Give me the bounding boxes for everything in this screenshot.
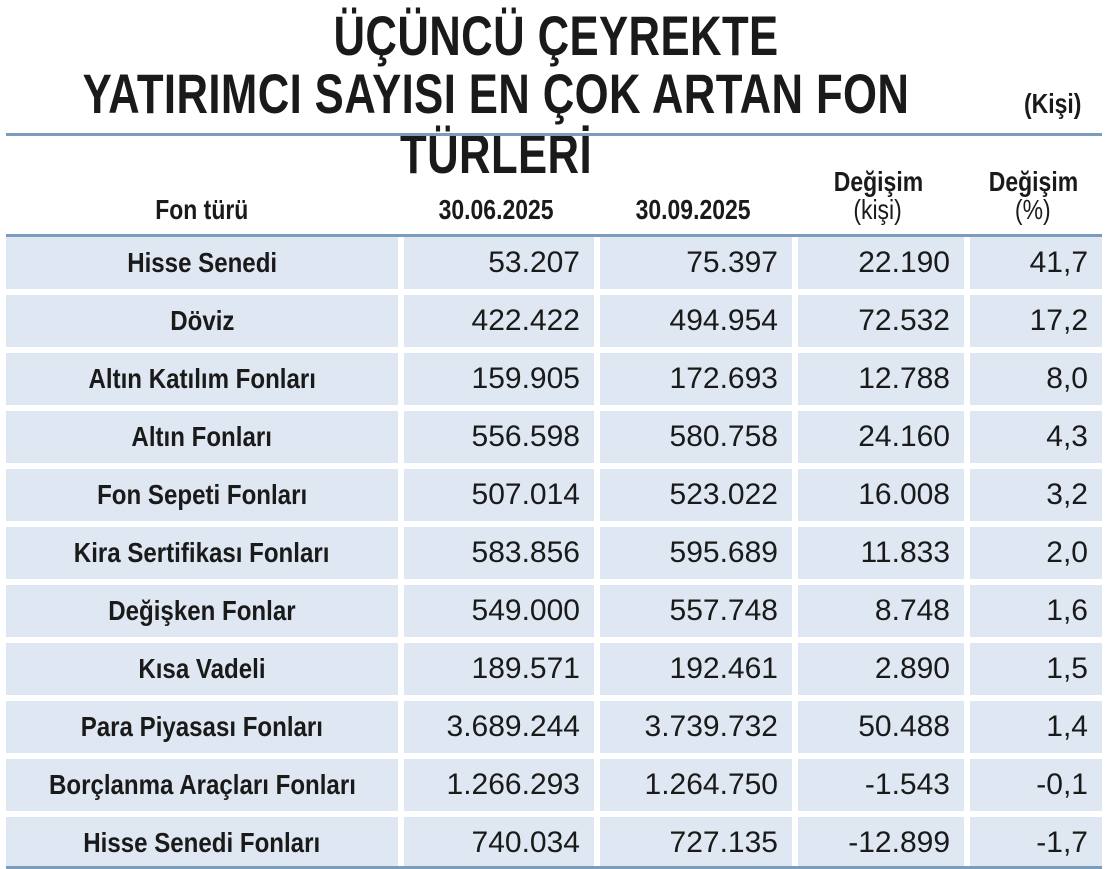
cell-value-2025-06-30: 159.905 (398, 353, 594, 411)
cell-value-2025-06-30: 740.034 (398, 817, 594, 869)
header-change-people: Değişim (kişi) (833, 166, 923, 225)
header-date-2: 30.09.2025 (635, 194, 751, 225)
header-fund-type: Fon türü (155, 194, 249, 225)
cell-change-people: -1.543 (792, 759, 964, 817)
cell-change-people: 11.833 (792, 527, 964, 585)
header-date-1: 30.06.2025 (438, 194, 554, 225)
cell-change-percent: -0,1 (964, 759, 1102, 817)
cell-fund-type: Borçlanma Araçları Fonları (6, 759, 398, 817)
cell-change-percent: 41,7 (964, 237, 1102, 295)
cell-value-2025-09-30: 494.954 (594, 295, 792, 353)
cell-change-percent: 3,2 (964, 469, 1102, 527)
table-row: Değişken Fonlar 549.000 557.748 8.748 1,6 (6, 585, 1102, 643)
cell-change-people: 24.160 (792, 411, 964, 469)
header-change-percent: Değişim (%) (988, 166, 1078, 225)
table-row: Kira Sertifikası Fonları 583.856 595.689 11… (6, 527, 1102, 585)
bottom-rule (6, 866, 1102, 869)
unit-label: (Kişi) (1024, 88, 1082, 119)
table-header-row: Fon türü 30.06.2025 30.09.2025 Değişim (… (6, 144, 1102, 234)
cell-fund-type: Hisse Senedi Fonları (6, 817, 398, 869)
cell-value-2025-06-30: 556.598 (398, 411, 594, 469)
cell-fund-type: Fon Sepeti Fonları (6, 469, 398, 527)
cell-fund-type: Değişken Fonlar (6, 585, 398, 643)
cell-value-2025-09-30: 172.693 (594, 353, 792, 411)
cell-fund-type: Altın Fonları (6, 411, 398, 469)
cell-change-people: 22.190 (792, 237, 964, 295)
table-row: Hisse Senedi Fonları 740.034 727.135 -12.89… (6, 817, 1102, 869)
header-rule (6, 234, 1102, 237)
cell-change-people: -12.899 (792, 817, 964, 869)
cell-value-2025-09-30: 595.689 (594, 527, 792, 585)
table-row: Hisse Senedi 53.207 75.397 22.190 41,7 (6, 237, 1102, 295)
cell-fund-type: Para Piyasası Fonları (6, 701, 398, 759)
table-row: Borçlanma Araçları Fonları 1.266.293 1.264… (6, 759, 1102, 817)
cell-value-2025-09-30: 3.739.732 (594, 701, 792, 759)
cell-fund-type: Kısa Vadeli (6, 643, 398, 701)
cell-value-2025-06-30: 189.571 (398, 643, 594, 701)
cell-change-percent: 8,0 (964, 353, 1102, 411)
cell-value-2025-06-30: 53.207 (398, 237, 594, 295)
table-row: Para Piyasası Fonları 3.689.244 3.739.732 5… (6, 701, 1102, 759)
cell-change-people: 72.532 (792, 295, 964, 353)
title-line-1: ÜÇÜNCÜ ÇEYREKTE (333, 4, 779, 67)
table-row: Kısa Vadeli 189.571 192.461 2.890 1,5 (6, 643, 1102, 701)
cell-value-2025-09-30: 75.397 (594, 237, 792, 295)
cell-fund-type: Kira Sertifikası Fonları (6, 527, 398, 585)
fund-table: Fon türü 30.06.2025 30.09.2025 Değişim (… (6, 144, 1102, 869)
table-body: Hisse Senedi 53.207 75.397 22.190 41,7 Döviz 4… (6, 237, 1102, 869)
cell-value-2025-09-30: 580.758 (594, 411, 792, 469)
cell-change-people: 16.008 (792, 469, 964, 527)
cell-value-2025-06-30: 3.689.244 (398, 701, 594, 759)
cell-value-2025-09-30: 727.135 (594, 817, 792, 869)
cell-change-percent: 4,3 (964, 411, 1102, 469)
cell-value-2025-09-30: 523.022 (594, 469, 792, 527)
cell-value-2025-06-30: 583.856 (398, 527, 594, 585)
cell-change-percent: 1,5 (964, 643, 1102, 701)
cell-change-percent: 2,0 (964, 527, 1102, 585)
cell-change-people: 2.890 (792, 643, 964, 701)
cell-change-people: 50.488 (792, 701, 964, 759)
table-row: Altın Fonları 556.598 580.758 24.160 4,3 (6, 411, 1102, 469)
cell-change-percent: -1,7 (964, 817, 1102, 869)
cell-value-2025-06-30: 507.014 (398, 469, 594, 527)
cell-fund-type: Altın Katılım Fonları (6, 353, 398, 411)
table-row: Döviz 422.422 494.954 72.532 17,2 (6, 295, 1102, 353)
cell-fund-type: Hisse Senedi (6, 237, 398, 295)
cell-value-2025-09-30: 192.461 (594, 643, 792, 701)
cell-fund-type: Döviz (6, 295, 398, 353)
cell-change-percent: 17,2 (964, 295, 1102, 353)
table-row: Fon Sepeti Fonları 507.014 523.022 16.008 3,… (6, 469, 1102, 527)
cell-change-percent: 1,6 (964, 585, 1102, 643)
cell-value-2025-06-30: 422.422 (398, 295, 594, 353)
top-rule (6, 133, 1102, 136)
cell-value-2025-09-30: 1.264.750 (594, 759, 792, 817)
cell-change-people: 12.788 (792, 353, 964, 411)
cell-change-people: 8.748 (792, 585, 964, 643)
cell-value-2025-06-30: 1.266.293 (398, 759, 594, 817)
cell-value-2025-06-30: 549.000 (398, 585, 594, 643)
cell-value-2025-09-30: 557.748 (594, 585, 792, 643)
table-row: Altın Katılım Fonları 159.905 172.693 12.78… (6, 353, 1102, 411)
cell-change-percent: 1,4 (964, 701, 1102, 759)
